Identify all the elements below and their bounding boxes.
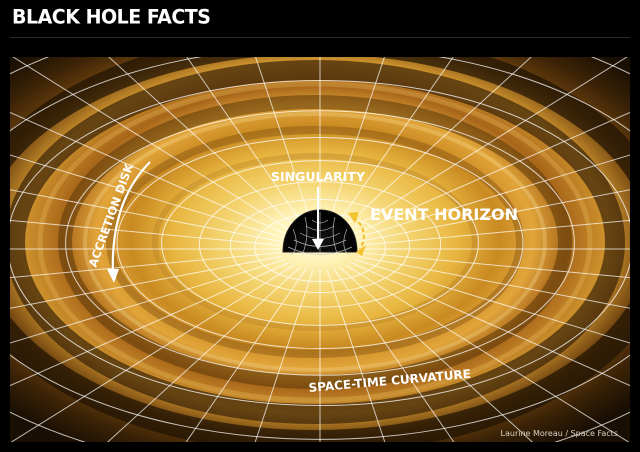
- site-header: BLACK HOLE FACTS: [0, 0, 640, 37]
- grid-radial-line: [357, 189, 630, 243]
- grid-radial-line: [339, 57, 532, 232]
- grid-radial-line: [10, 189, 283, 243]
- grid-radial-line: [359, 219, 630, 246]
- grid-radial-line: [10, 111, 290, 236]
- grid-radial-line: [10, 264, 295, 442]
- event-horizon-arrow: [348, 212, 366, 256]
- accretion-disk-arrow: [107, 161, 151, 283]
- grid-radial-line: [107, 266, 301, 442]
- grid-radial-line: [185, 268, 307, 442]
- grid-radial-line: [10, 255, 283, 309]
- singularity-label: SINGULARITY: [271, 169, 366, 184]
- grid-radial-line: [345, 57, 628, 234]
- spacetime-grid-radials: [10, 57, 630, 442]
- grid-radial-line: [108, 57, 301, 232]
- black-hole-diagram: SINGULARITY EVENT HORIZON ACCRETION DISK…: [10, 57, 630, 442]
- grid-radial-line: [12, 57, 295, 234]
- grid-radial-line: [333, 268, 455, 442]
- black-hole: [282, 209, 358, 257]
- grid-radial-line: [357, 255, 630, 309]
- grid-radial-line: [255, 57, 314, 229]
- grid-radial-line: [333, 57, 454, 230]
- event-horizon-label: EVENT HORIZON: [370, 205, 518, 224]
- grid-radial-line: [10, 154, 286, 239]
- grid-radial-line: [326, 269, 386, 442]
- image-credit: Laurine Moreau / Space Facts: [501, 429, 618, 438]
- singularity-arrow: [312, 187, 324, 250]
- grid-radial-line: [354, 259, 630, 344]
- black-hole-funnel-grid: [287, 212, 353, 257]
- grid-radial-line: [254, 269, 314, 442]
- grid-radial-line: [10, 252, 281, 279]
- grid-radial-line: [350, 111, 630, 236]
- disk-dust-bands: [10, 57, 630, 442]
- grid-radial-line: [350, 262, 630, 387]
- page-title: BLACK HOLE FACTS: [12, 5, 211, 29]
- grid-radial-line: [186, 57, 307, 230]
- grid-radial-line: [10, 259, 286, 344]
- grid-radial-line: [345, 264, 630, 442]
- grid-radial-line: [359, 252, 630, 279]
- header-divider: [10, 37, 630, 38]
- grid-radial-line: [326, 57, 385, 229]
- grid-radial-line: [10, 219, 281, 246]
- grid-radial-line: [10, 262, 290, 387]
- grid-radial-line: [339, 266, 533, 442]
- grid-radial-line: [354, 154, 630, 239]
